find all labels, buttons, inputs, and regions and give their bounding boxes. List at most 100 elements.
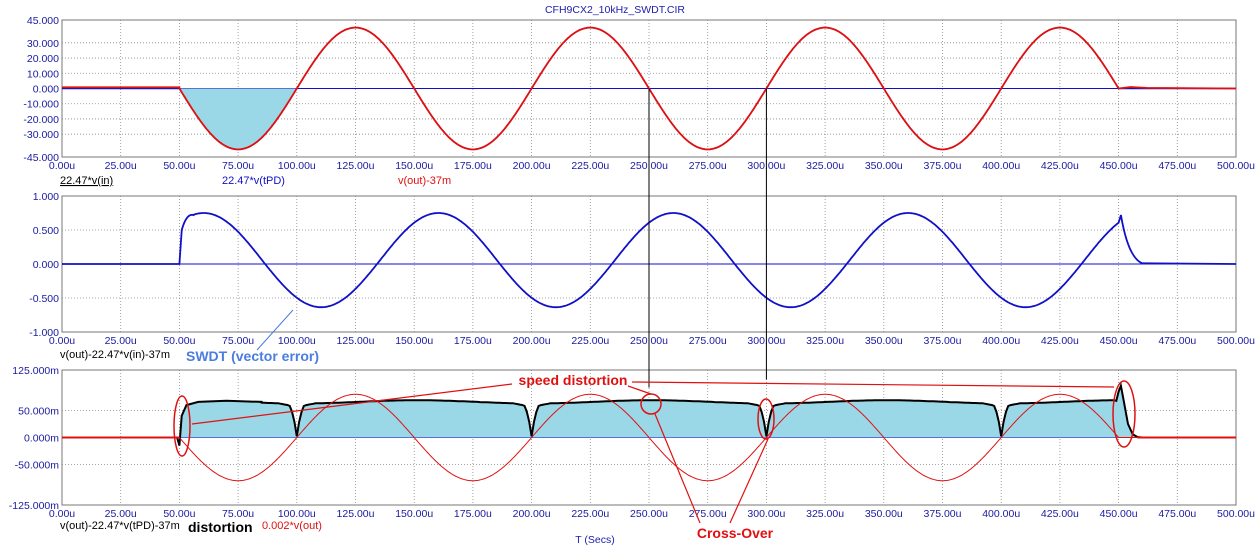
x-tick-label: 375.00u: [924, 335, 962, 347]
y-tick-label: -20.000: [23, 114, 59, 126]
series-line: [62, 212, 1237, 309]
x-tick-label: 50.00u: [163, 508, 195, 520]
x-tick-label: 475.00u: [1158, 160, 1196, 172]
panel-2: 0.00u 25.00u 50.00u 75.00u 100.00u 125.00u 150…: [29, 191, 1255, 361]
legend-entry: 0.002*v(out): [262, 520, 322, 532]
y-tick-label: 0.000: [33, 84, 59, 96]
x-tick-label: 150.00u: [395, 160, 433, 172]
y-tick-label: -30.000: [23, 129, 59, 141]
plot-panels: 0.00u 25.00u 50.00u 75.00u 100.00u 125.00u 150…: [9, 15, 1255, 532]
x-tick-label: 475.00u: [1158, 508, 1196, 520]
x-tick-label: 75.00u: [222, 335, 254, 347]
x-tick-label: 175.00u: [454, 160, 492, 172]
crossover-label: Cross-Over: [697, 525, 774, 541]
x-tick-label: 325.00u: [806, 508, 844, 520]
x-tick-label: 275.00u: [689, 335, 727, 347]
x-tick-label: 450.00u: [1100, 160, 1138, 172]
x-tick-label: 100.00u: [278, 160, 316, 172]
y-tick-label: 1.000: [33, 191, 59, 203]
x-tick-label: 125.00u: [337, 508, 375, 520]
panel-1: 0.00u 25.00u 50.00u 75.00u 100.00u 125.00u 150…: [23, 15, 1255, 187]
y-tick-label: 0.000m: [24, 433, 59, 445]
x-tick-label: 425.00u: [1041, 335, 1079, 347]
x-tick-label: 50.00u: [163, 335, 195, 347]
x-tick-label: 425.00u: [1041, 160, 1079, 172]
y-tick-label: 125.000m: [12, 365, 59, 377]
pointer-line: [627, 385, 652, 395]
x-tick-label: 25.00u: [105, 160, 137, 172]
x-tick-label: 350.00u: [865, 335, 903, 347]
x-tick-label: 450.00u: [1100, 508, 1138, 520]
x-tick-label: 375.00u: [924, 508, 962, 520]
x-tick-label: 400.00u: [982, 335, 1020, 347]
x-tick-label: 450.00u: [1100, 335, 1138, 347]
x-tick-label: 175.00u: [454, 508, 492, 520]
x-tick-label: 0.00u: [49, 335, 75, 347]
legend-entry: 22.47*v(in): [60, 175, 113, 187]
x-tick-label: 75.00u: [222, 508, 254, 520]
x-axis-label: T (Secs): [575, 534, 614, 546]
y-tick-label: 30.000: [27, 38, 59, 50]
x-tick-label: 100.00u: [278, 508, 316, 520]
x-tick-label: 125.00u: [337, 160, 375, 172]
annotation-layer: speed distortion Cross-Over SWDT (vector e…: [173, 88, 1136, 541]
x-tick-label: 375.00u: [924, 160, 962, 172]
pointer-line: [654, 413, 701, 524]
series-line: [62, 26, 1237, 151]
x-tick-label: 425.00u: [1041, 508, 1079, 520]
y-tick-label: -10.000: [23, 99, 59, 111]
y-tick-label: -1.000: [29, 327, 59, 339]
shaded-area: [62, 385, 1236, 438]
series-line: [62, 382, 1236, 446]
x-tick-label: 200.00u: [513, 335, 551, 347]
legend-entry: 22.47*v(tPD): [222, 175, 285, 187]
x-tick-label: 150.00u: [395, 508, 433, 520]
shaded-area: [179, 88, 297, 150]
x-tick-label: 500.00u: [1217, 335, 1255, 347]
speed-distortion-label: speed distortion: [519, 372, 628, 388]
x-tick-label: 100.00u: [278, 335, 316, 347]
x-tick-label: 50.00u: [163, 160, 195, 172]
legend-entry: v(out)-22.47*v(tPD)-37m: [60, 520, 180, 532]
x-tick-label: 300.00u: [747, 508, 785, 520]
x-tick-label: 400.00u: [982, 160, 1020, 172]
highlight-ellipse: [173, 395, 191, 457]
y-tick-label: 20.000: [27, 53, 59, 65]
x-tick-label: 475.00u: [1158, 335, 1196, 347]
chart-title: CFH9CX2_10kHz_SWDT.CIR: [545, 4, 685, 16]
x-tick-label: 25.00u: [105, 508, 137, 520]
y-tick-label: 10.000: [27, 68, 59, 80]
x-tick-label: 0.00u: [49, 160, 75, 172]
swdt-label: SWDT (vector error): [186, 348, 319, 364]
y-tick-label: -45.000: [23, 152, 59, 164]
x-tick-label: 350.00u: [865, 508, 903, 520]
x-tick-label: 225.00u: [571, 508, 609, 520]
x-tick-label: 0.00u: [49, 508, 75, 520]
distortion-label: distortion: [188, 519, 253, 535]
pointer-line: [729, 438, 769, 524]
y-tick-label: -50.000m: [15, 460, 60, 472]
x-tick-label: 500.00u: [1217, 508, 1255, 520]
x-tick-label: 125.00u: [337, 335, 375, 347]
y-tick-label: 0.000: [33, 259, 59, 271]
x-tick-label: 275.00u: [689, 160, 727, 172]
y-tick-label: 0.500: [33, 225, 59, 237]
x-tick-label: 325.00u: [806, 335, 844, 347]
x-tick-label: 175.00u: [454, 335, 492, 347]
y-tick-label: 50.000m: [18, 406, 59, 418]
panel-3: 0.00u 25.00u 50.00u 75.00u 100.00u 125.00u 150…: [9, 365, 1255, 532]
y-tick-label: -0.500: [29, 293, 59, 305]
x-tick-label: 150.00u: [395, 335, 433, 347]
pointer-line: [191, 383, 513, 425]
y-tick-label: 45.000: [27, 15, 59, 27]
legend-entry: v(out)-22.47*v(in)-37m: [60, 349, 170, 361]
x-tick-label: 325.00u: [806, 160, 844, 172]
x-tick-label: 225.00u: [571, 335, 609, 347]
x-tick-label: 350.00u: [865, 160, 903, 172]
x-tick-label: 225.00u: [571, 160, 609, 172]
x-tick-label: 75.00u: [222, 160, 254, 172]
highlight-ellipse: [1112, 380, 1136, 448]
x-tick-label: 200.00u: [513, 160, 551, 172]
x-tick-label: 25.00u: [105, 335, 137, 347]
